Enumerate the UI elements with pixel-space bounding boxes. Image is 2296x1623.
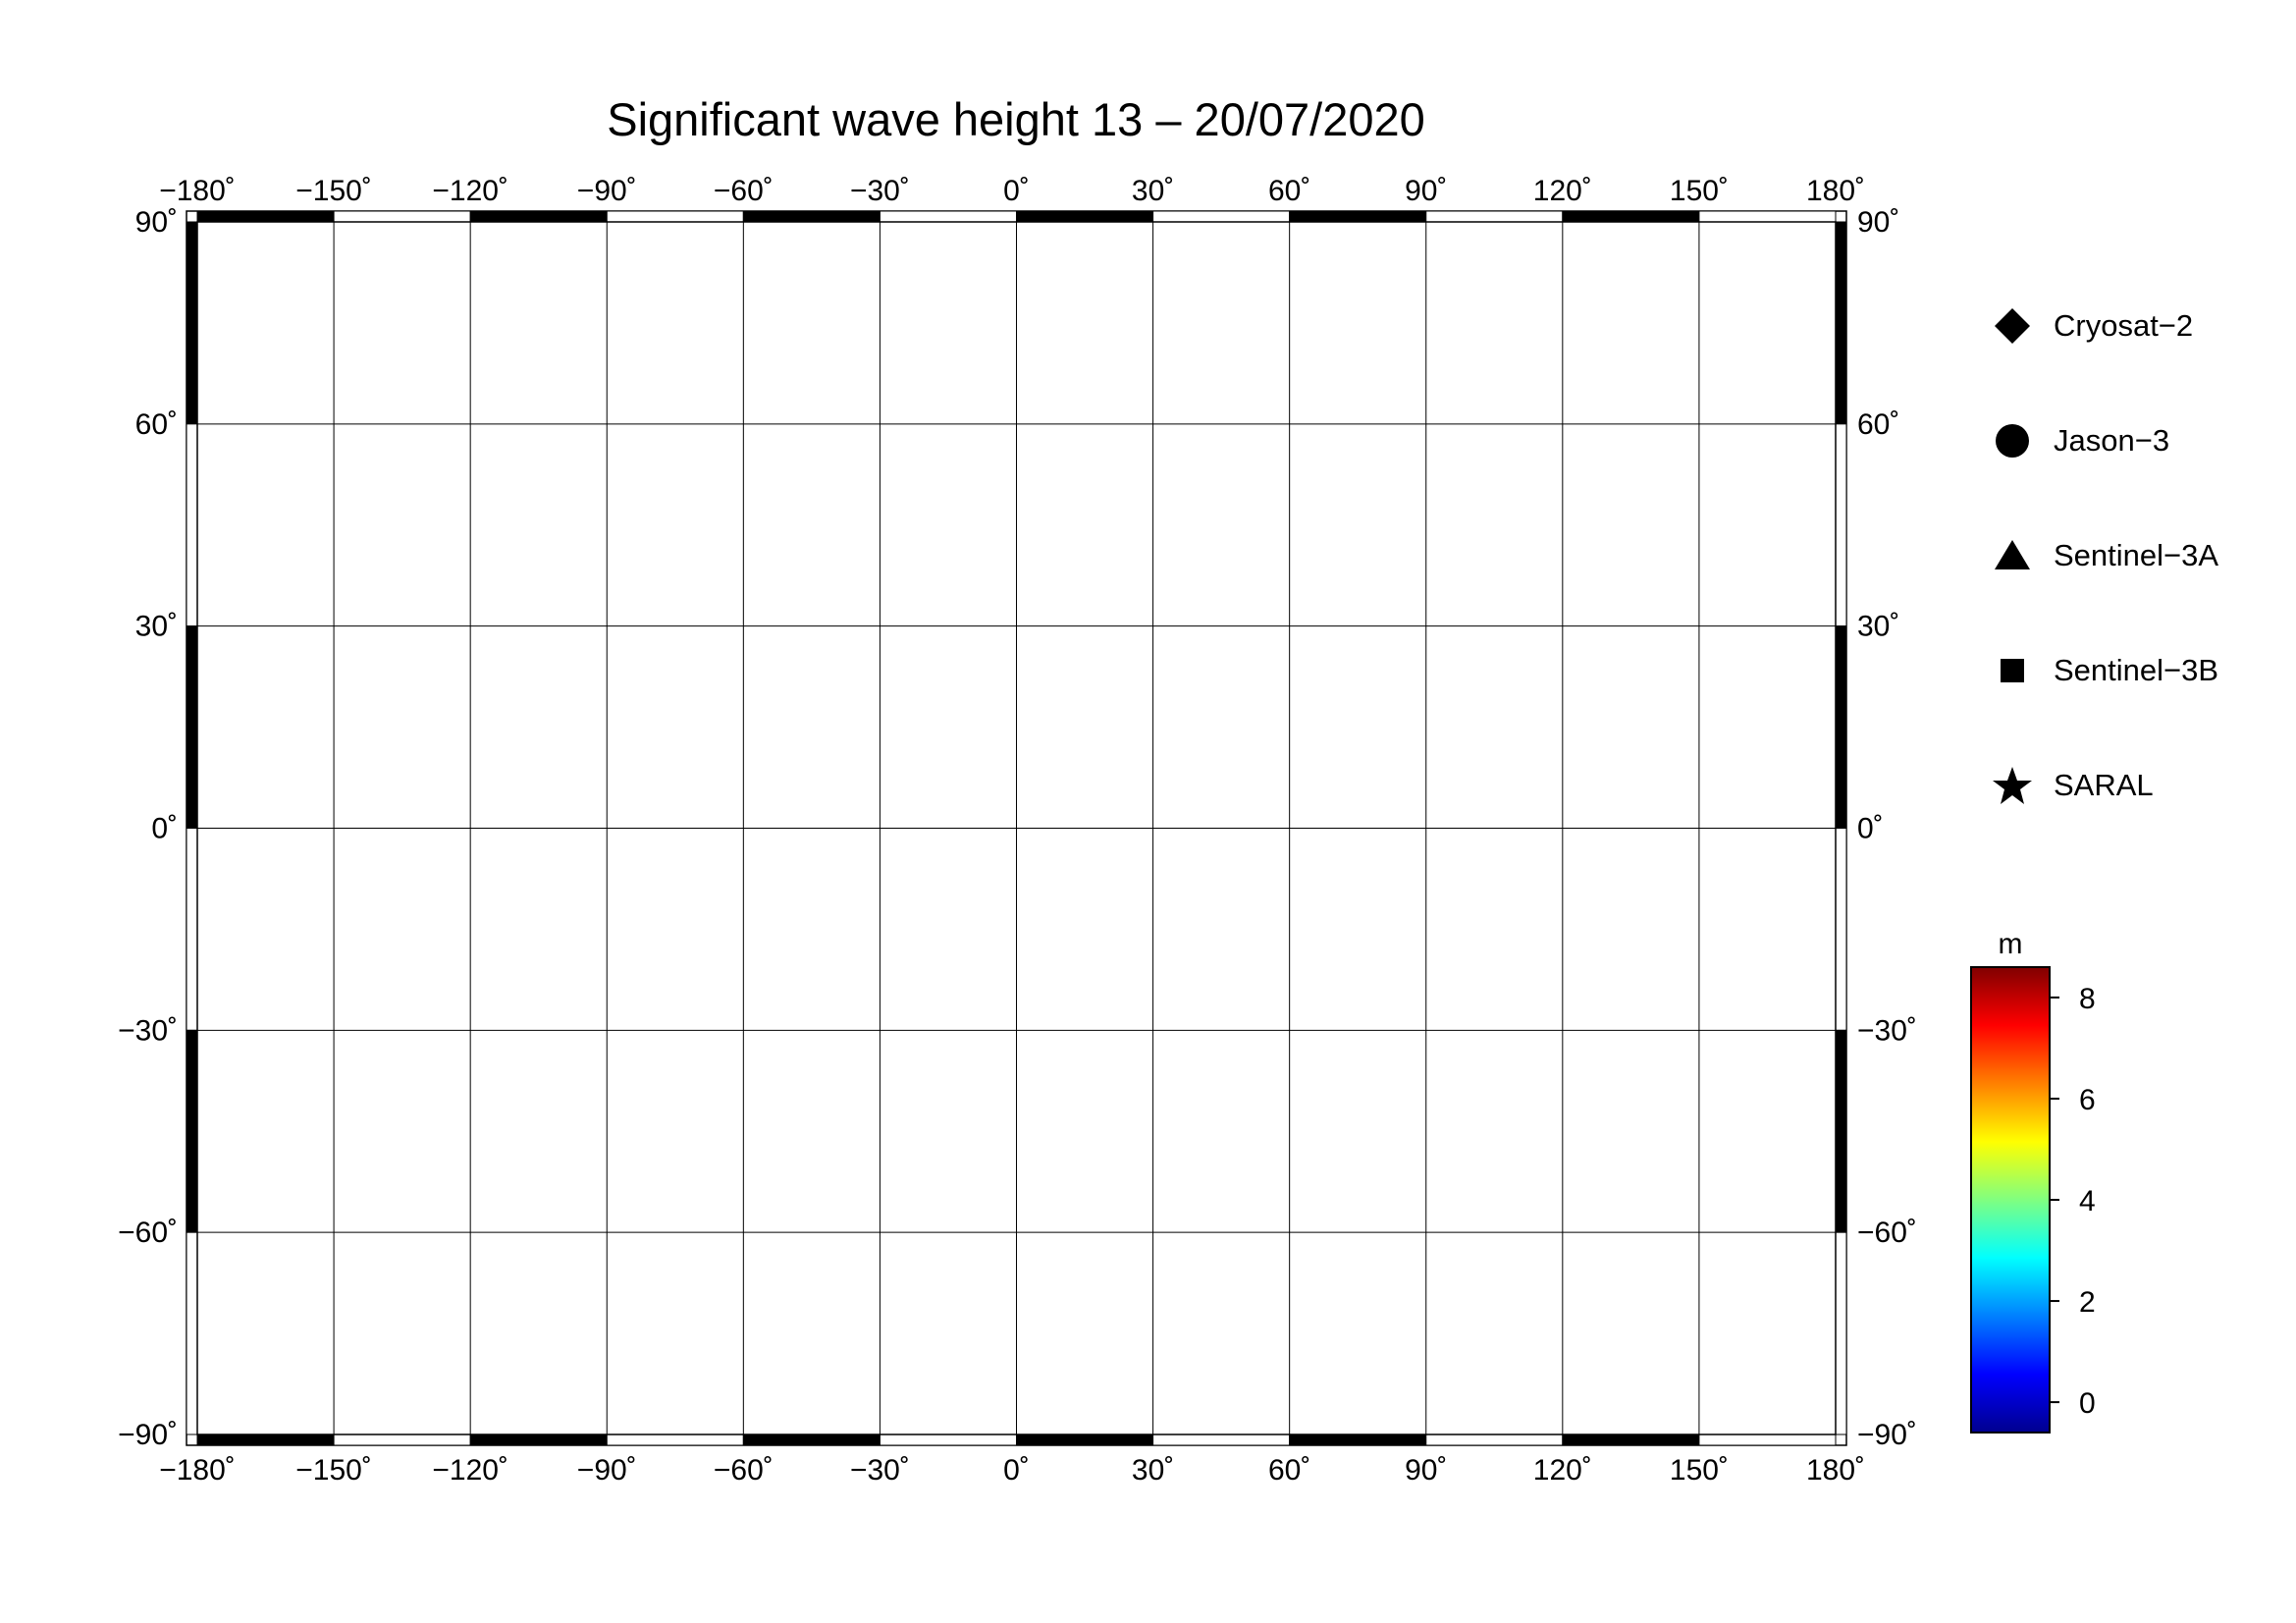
- y-tick-label-left: 90˚: [135, 206, 178, 239]
- x-tick-label-bottom: 30˚: [1132, 1454, 1174, 1487]
- x-tick-label-top: −60˚: [714, 175, 774, 207]
- x-tick-label-top: −90˚: [577, 175, 637, 207]
- x-tick-label-top: 120˚: [1533, 175, 1592, 207]
- y-tick-label-left: 0˚: [151, 813, 178, 845]
- x-tick-label-bottom: 0˚: [1003, 1454, 1030, 1487]
- frame-segment-left: [186, 625, 198, 830]
- frame-segment-right: [1835, 625, 1847, 830]
- x-tick-label-bottom: −120˚: [432, 1454, 508, 1487]
- frame-segment-left: [186, 1029, 198, 1233]
- frame-segment-bottom: [606, 1434, 744, 1446]
- colorbar-tick-label: 8: [2079, 983, 2096, 1015]
- y-tick-label-right: −90˚: [1857, 1419, 1917, 1451]
- x-tick-label-bottom: −180˚: [159, 1454, 236, 1487]
- frame-segment-top: [469, 210, 608, 223]
- x-tick-label-top: −120˚: [432, 175, 508, 207]
- frame-segment-top: [1425, 210, 1564, 223]
- x-tick-label-top: 0˚: [1003, 175, 1030, 207]
- legend-label: SARAL: [2054, 768, 2154, 802]
- x-tick-label-top: −150˚: [295, 175, 372, 207]
- frame-segment-left: [186, 423, 198, 627]
- star-icon: [1993, 766, 2032, 805]
- y-tick-label-right: 0˚: [1857, 813, 1884, 845]
- colorbar: m 0 2 4 6 8: [1970, 928, 2096, 1434]
- frame-segment-bottom: [1425, 1434, 1564, 1446]
- legend-label: Sentinel−3A: [2054, 538, 2219, 572]
- y-tick-label-left: −90˚: [118, 1419, 178, 1451]
- y-tick-label-right: 90˚: [1857, 206, 1899, 239]
- frame-segment-bottom: [196, 1434, 335, 1446]
- colorbar-gradient: [1970, 966, 2051, 1434]
- frame-segment-left: [186, 221, 198, 425]
- frame-segment-top: [1152, 210, 1291, 223]
- x-tick-label-bottom: 90˚: [1405, 1454, 1447, 1487]
- frame-segment-bottom: [1152, 1434, 1291, 1446]
- x-tick-label-bottom: 60˚: [1268, 1454, 1310, 1487]
- frame-segment-bottom: [1562, 1434, 1700, 1446]
- circle-icon: [1993, 421, 2032, 460]
- y-tick-label-right: 30˚: [1857, 611, 1899, 643]
- frame-segment-top: [1016, 210, 1154, 223]
- y-tick-label-left: 60˚: [135, 408, 178, 441]
- legend-label: Sentinel−3B: [2054, 653, 2219, 687]
- y-tick-label-right: −30˚: [1857, 1014, 1917, 1047]
- frame-segment-top: [606, 210, 744, 223]
- frame-segment-top: [333, 210, 471, 223]
- frame-segment-top: [1698, 210, 1837, 223]
- x-tick-label-top: 60˚: [1268, 175, 1310, 207]
- x-tick-label-top: 90˚: [1405, 175, 1447, 207]
- y-tick-label-right: 60˚: [1857, 408, 1899, 441]
- square-icon: [1993, 651, 2032, 690]
- frame-segment-right: [1835, 221, 1847, 425]
- frame-segment-top: [1289, 210, 1427, 223]
- colorbar-unit-label: m: [1999, 928, 2023, 960]
- x-tick-label-top: 150˚: [1670, 175, 1729, 207]
- x-tick-label-bottom: 120˚: [1533, 1454, 1592, 1487]
- frame-segment-bottom: [333, 1434, 471, 1446]
- frame-segment-right: [1835, 423, 1847, 627]
- y-tick-label-left: −30˚: [118, 1014, 178, 1047]
- x-tick-label-top: −180˚: [159, 175, 236, 207]
- frame-segment-bottom: [1698, 1434, 1837, 1446]
- frame-segment-top: [196, 210, 335, 223]
- legend-label: Cryosat−2: [2054, 308, 2194, 343]
- legend-label: Jason−3: [2054, 423, 2170, 458]
- frame-segment-top: [879, 210, 1018, 223]
- frame-segment-right: [1835, 1231, 1847, 1435]
- x-tick-label-bottom: −30˚: [850, 1454, 910, 1487]
- frame-segment-top: [742, 210, 881, 223]
- colorbar-tick-label: 4: [2079, 1185, 2096, 1217]
- x-tick-label-top: −30˚: [850, 175, 910, 207]
- x-tick-label-bottom: −150˚: [295, 1454, 372, 1487]
- x-tick-label-bottom: −90˚: [577, 1454, 637, 1487]
- frame-segment-top: [1562, 210, 1700, 223]
- x-tick-label-bottom: 150˚: [1670, 1454, 1729, 1487]
- colorbar-tick-label: 6: [2079, 1084, 2096, 1116]
- x-tick-label-bottom: 180˚: [1806, 1454, 1865, 1487]
- frame-segment-bottom: [1289, 1434, 1427, 1446]
- colorbar-tick-label: 0: [2079, 1387, 2096, 1420]
- y-tick-label-left: 30˚: [135, 611, 178, 643]
- frame-segment-right: [1835, 1029, 1847, 1233]
- x-tick-label-top: 180˚: [1806, 175, 1865, 207]
- frame-segment-left: [186, 828, 198, 1031]
- frame-segment-bottom: [742, 1434, 881, 1446]
- frame-segment-bottom: [469, 1434, 608, 1446]
- frame-segment-bottom: [879, 1434, 1018, 1446]
- y-tick-label-left: −60˚: [118, 1217, 178, 1249]
- map-title: Significant wave height 13 – 20/07/2020: [607, 93, 1425, 145]
- x-tick-label-top: 30˚: [1132, 175, 1174, 207]
- triangle-icon: [1993, 536, 2032, 575]
- diamond-icon: [1993, 306, 2032, 346]
- y-tick-label-right: −60˚: [1857, 1217, 1917, 1249]
- frame-segment-left: [186, 1231, 198, 1435]
- colorbar-tick-label: 2: [2079, 1286, 2096, 1319]
- frame-segment-right: [1835, 828, 1847, 1031]
- x-tick-label-bottom: −60˚: [714, 1454, 774, 1487]
- frame-segment-bottom: [1016, 1434, 1154, 1446]
